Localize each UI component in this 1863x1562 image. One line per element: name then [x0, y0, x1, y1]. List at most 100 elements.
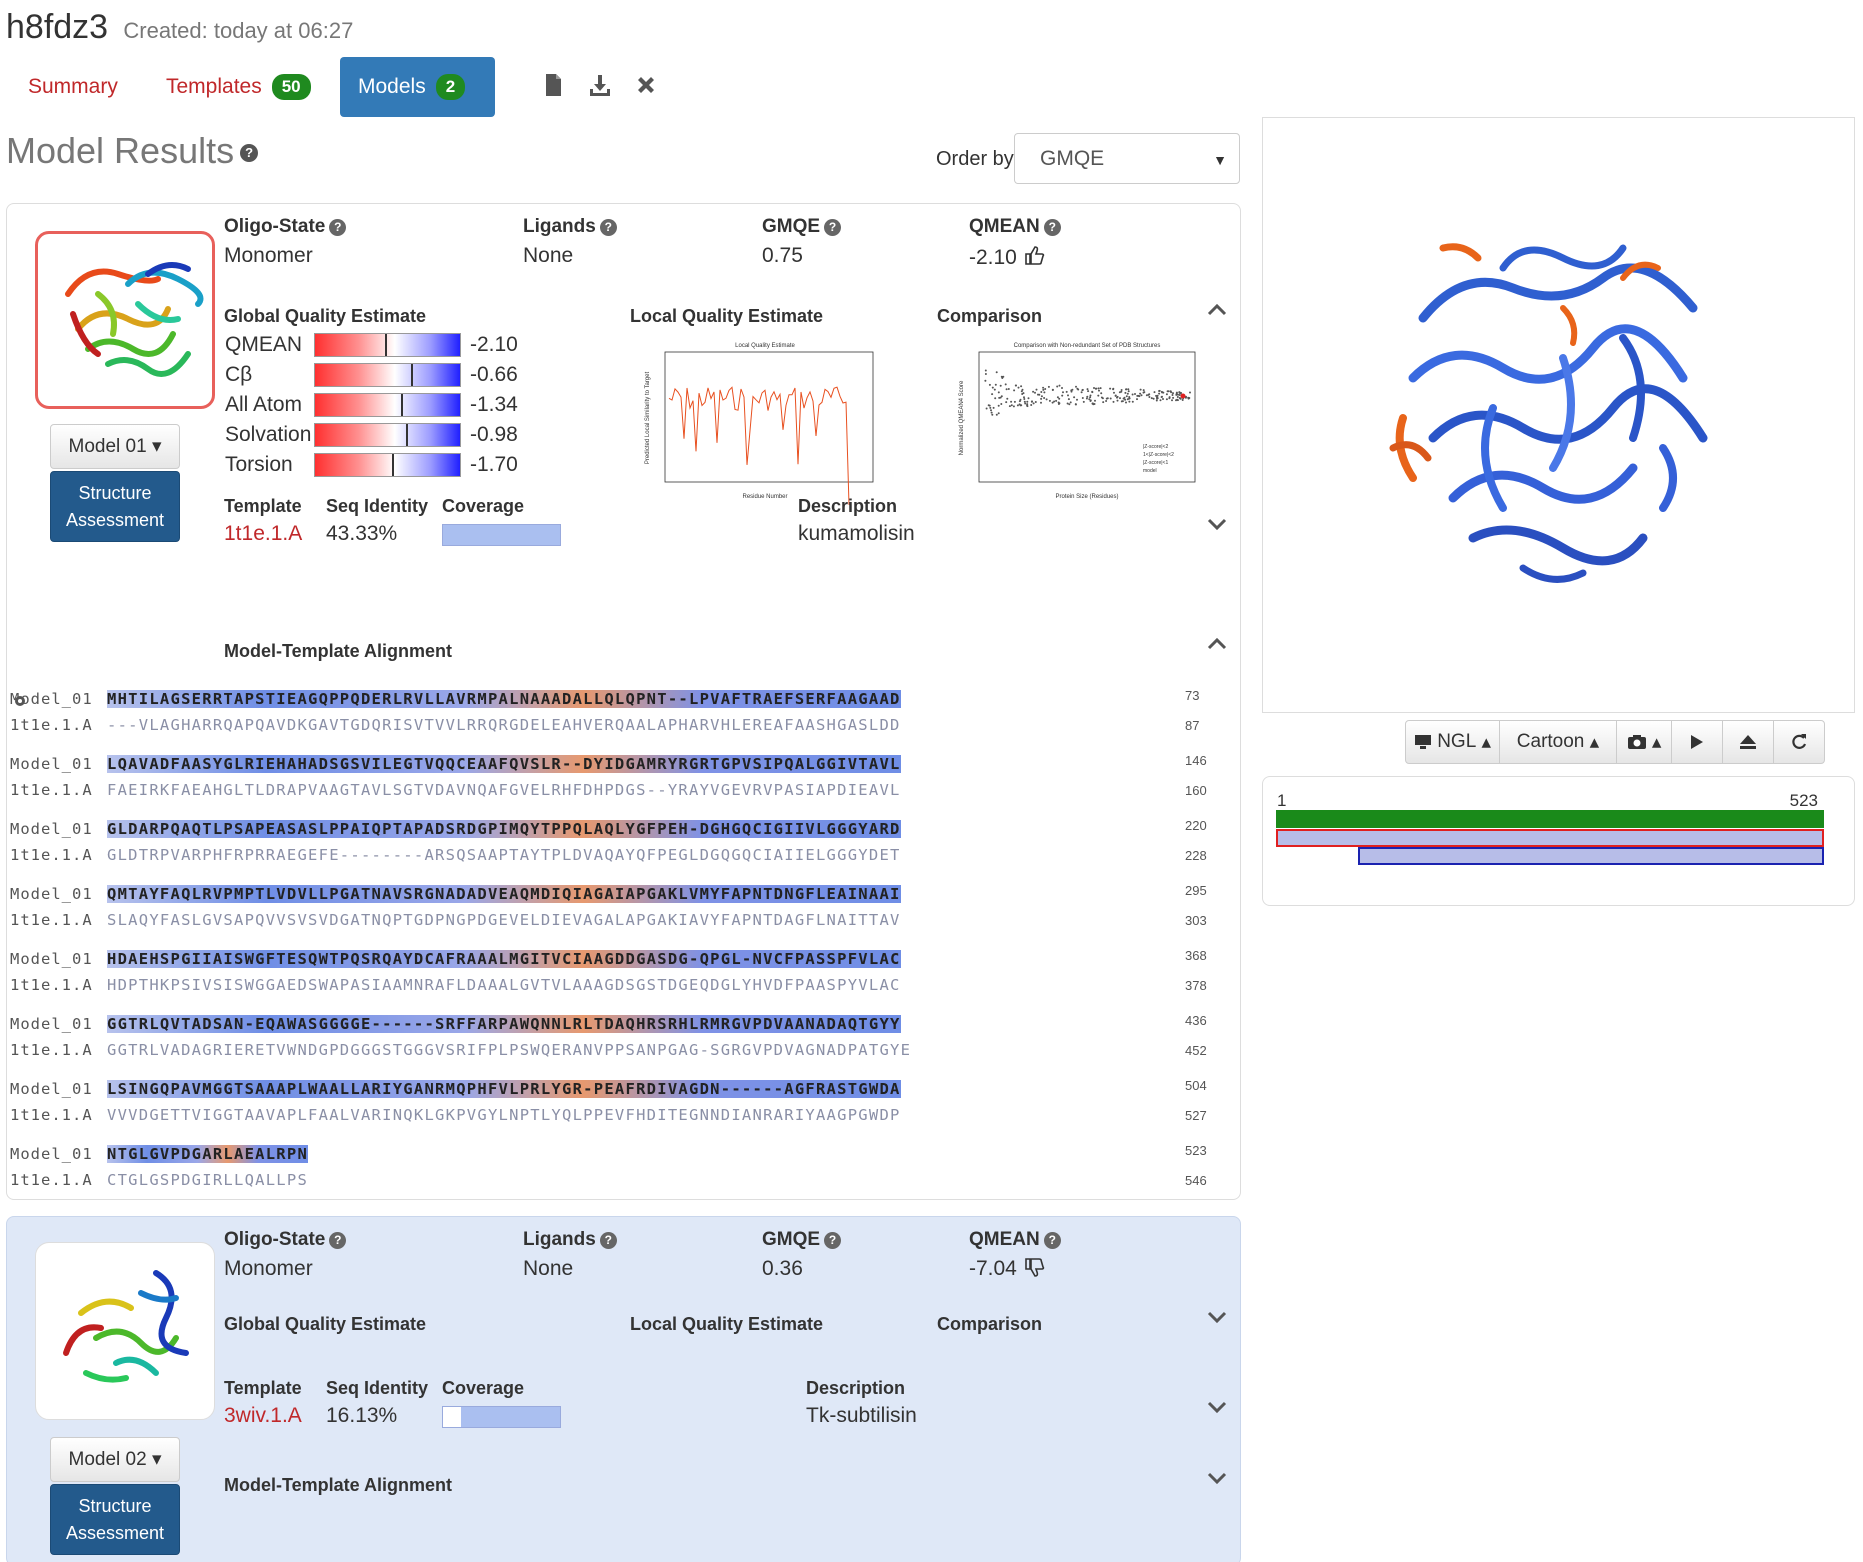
oligo-state-text: Oligo-State — [224, 1229, 326, 1250]
help-icon[interactable]: ? — [329, 219, 347, 236]
comparison-label: Comparison — [937, 1314, 1043, 1334]
legend-4: model — [1143, 468, 1157, 474]
alignment-template-row: 1t1e.1.A SLAQYFASLGVSAPQVVSVSVDGATNQPTGDP… — [10, 911, 901, 933]
comparison-plot[interactable]: Comparison with Non-redundant Set of PDB… — [947, 336, 1207, 506]
alignment-template-end-number: 87 — [1185, 718, 1200, 733]
model-results-title: Model Results? — [6, 130, 259, 172]
template-link[interactable]: 1t1e.1.A — [224, 522, 303, 545]
comparison-point — [1176, 396, 1179, 398]
help-icon[interactable]: ? — [824, 219, 842, 236]
chevron-down-icon[interactable] — [1207, 514, 1227, 534]
help-icon[interactable]: ? — [240, 144, 259, 163]
description-value: kumamolisin — [798, 522, 915, 545]
play-button[interactable] — [1671, 720, 1723, 764]
alignment-model-sequence: GGTRLQVTADSAN-EQAWASGGGGE------SRFFARPAW… — [107, 1015, 901, 1033]
structure-assessment-button[interactable]: Structure Assessment — [50, 1484, 180, 1555]
target-sequence-bar — [1276, 810, 1824, 828]
comparison-point — [1089, 399, 1092, 402]
seq-identity-label: Seq Identity — [326, 1378, 429, 1398]
comparison-point — [995, 413, 998, 416]
chevron-up-icon[interactable] — [1207, 300, 1227, 320]
comparison-point — [989, 406, 992, 409]
close-icon[interactable] — [633, 72, 659, 98]
alignment-template-end-number: 303 — [1185, 913, 1207, 928]
tab-summary[interactable]: Summary — [10, 57, 136, 117]
comparison-point — [1056, 385, 1059, 388]
help-icon[interactable]: ? — [1043, 1232, 1061, 1249]
alignment-template-row: 1t1e.1.A GLDTRPVARPHFRPRRAEGEFE--------AR… — [10, 846, 901, 868]
file-icon[interactable] — [540, 72, 566, 98]
comparison-point — [1085, 397, 1088, 400]
sequence-coverage-panel: 1 523 — [1262, 776, 1855, 906]
help-icon[interactable]: ? — [599, 219, 617, 236]
help-icon[interactable]: ? — [1043, 219, 1061, 236]
viewer-engine-dropdown[interactable]: NGL ▴ — [1405, 720, 1500, 764]
help-icon[interactable]: ? — [599, 1232, 617, 1249]
comparison-point — [1032, 402, 1035, 405]
model-02-dropdown[interactable]: Model 02 ▾ — [50, 1437, 180, 1482]
local-quality-plot[interactable]: Local Quality Estimate Residue Number Pr… — [637, 336, 887, 506]
chevron-down-icon[interactable] — [1207, 1307, 1227, 1327]
screenshot-button[interactable]: ▴ — [1616, 720, 1672, 764]
alignment-model-sequence: MHTILAGSERRTAPSTIEAGQPPQDERLRVLLAVRMPALN… — [107, 690, 901, 708]
chevron-down-icon[interactable] — [1207, 1468, 1227, 1488]
comparison-point — [1023, 396, 1025, 399]
comparison-point — [1044, 388, 1047, 390]
coverage-label: Coverage — [442, 496, 525, 516]
order-by-select[interactable]: GMQE ▼ — [1014, 133, 1240, 184]
chevron-down-icon[interactable] — [1207, 1397, 1227, 1417]
description-label: Description — [806, 1378, 906, 1398]
comparison-point — [1127, 388, 1130, 391]
structure-assessment-button[interactable]: Structure Assessment — [50, 471, 180, 542]
qmean-label: QMEAN? — [969, 1229, 1061, 1251]
viewer-style-dropdown[interactable]: Cartoon ▴ — [1499, 720, 1617, 764]
gq-row-cb: Cβ -0.66 — [225, 362, 518, 388]
model-01-dropdown[interactable]: Model 01 ▾ — [50, 424, 180, 469]
comparison-point — [1023, 398, 1026, 400]
comparison-point — [1128, 397, 1131, 400]
alignment-template-sequence: SLAQYFASLGVSAPQVVSVSVDGATNQPTGDPNGPDGEVE… — [107, 911, 901, 929]
qmean-value: -7.04 — [969, 1257, 1017, 1280]
eject-button[interactable] — [1722, 720, 1774, 764]
template-coverage-bar — [1358, 847, 1824, 865]
qmean-value-wrap: -7.04 — [969, 1257, 1045, 1281]
lq-plot-area — [664, 351, 874, 483]
tab-models[interactable]: Models 2 — [340, 57, 495, 117]
alignment-model-sequence: LQAVADFAASYGLRIEHAHADSGSVILEGTVQQCEAAFQV… — [107, 755, 901, 773]
tab-templates[interactable]: Templates 50 — [148, 57, 329, 117]
alignment-template-row: 1t1e.1.A ---VLAGHARRQAPQAVDKGAVTGDQRISVTV… — [10, 716, 901, 738]
gq-name: All Atom — [225, 393, 303, 416]
comparison-point — [1040, 391, 1043, 393]
structure-assessment-line1: Structure — [78, 483, 152, 503]
comparison-point — [1140, 394, 1143, 397]
model-1-thumbnail[interactable] — [35, 231, 215, 409]
gqe-label: Global Quality Estimate — [224, 1314, 427, 1334]
gq-marker — [411, 364, 413, 386]
gq-row-torsion: Torsion -1.70 — [225, 452, 518, 478]
refresh-button[interactable] — [1773, 720, 1825, 764]
caret-up-icon: ▴ — [1651, 731, 1662, 753]
alignment-model-end-number: 295 — [1185, 883, 1207, 898]
model-2-thumbnail[interactable] — [35, 1242, 215, 1420]
comparison-point — [1081, 389, 1084, 392]
ligands-text: Ligands — [523, 1229, 596, 1250]
comparison-point — [993, 388, 996, 391]
comparison-point — [1065, 390, 1068, 393]
comparison-point — [1013, 400, 1016, 403]
structure-assessment-line2: Assessment — [65, 1523, 165, 1543]
structure-viewer[interactable] — [1262, 117, 1855, 713]
help-icon[interactable]: ? — [329, 1232, 347, 1249]
alignment-template-row: 1t1e.1.A FAEIRKFAEAHGLTLDRAPVAAGTAVLSGTVD… — [10, 781, 901, 803]
comparison-point — [1047, 385, 1050, 388]
download-icon[interactable] — [587, 72, 613, 98]
gear-icon[interactable] — [12, 693, 28, 709]
protein-3d-render — [1389, 243, 1708, 583]
comparison-point — [1142, 389, 1145, 392]
comparison-point — [1105, 400, 1108, 402]
chevron-up-icon[interactable] — [1207, 634, 1227, 654]
comparison-point — [1119, 397, 1121, 400]
help-icon[interactable]: ? — [824, 1232, 842, 1249]
comparison-point — [1032, 390, 1035, 393]
template-link[interactable]: 3wiv.1.A — [224, 1404, 302, 1427]
gq-marker — [401, 394, 403, 416]
